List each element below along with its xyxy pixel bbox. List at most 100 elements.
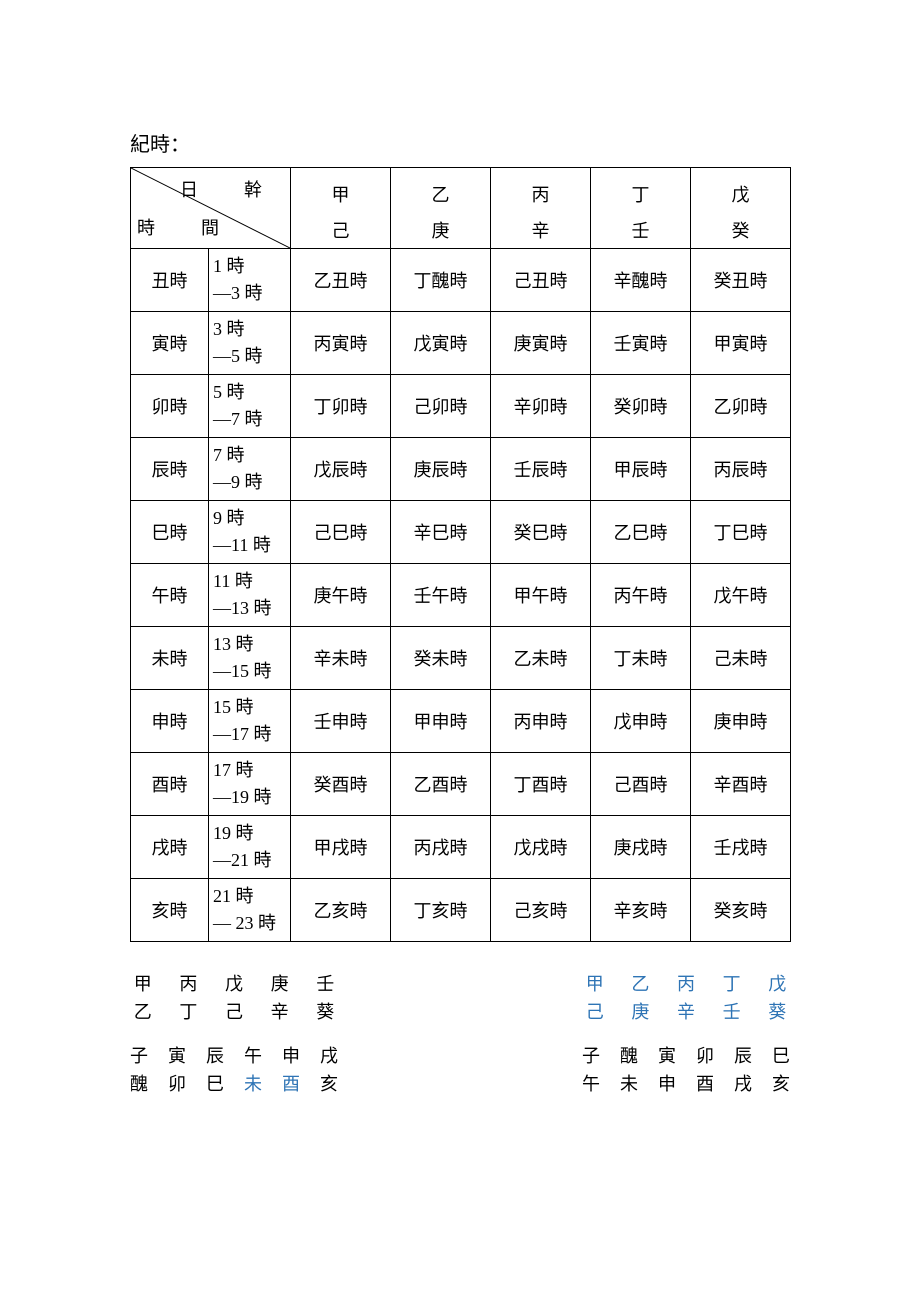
data-cell: 甲申時 xyxy=(391,690,491,753)
time-from: 1 時 xyxy=(213,249,290,280)
data-cell: 乙酉時 xyxy=(391,753,491,816)
char-cell: 丁 xyxy=(719,970,745,996)
time-range: 13 時—15 時 xyxy=(209,627,291,690)
time-from: 21 時 xyxy=(213,879,290,910)
time-to: —3 時 xyxy=(213,280,290,311)
char-cell: 壬 xyxy=(312,970,338,996)
data-cell: 己卯時 xyxy=(391,375,491,438)
time-from: 9 時 xyxy=(213,501,290,532)
char-cell: 辰 xyxy=(734,1042,752,1068)
data-cell: 癸丑時 xyxy=(691,249,791,312)
row-label: 寅時 xyxy=(131,312,209,375)
data-cell: 己酉時 xyxy=(591,753,691,816)
header-bottom-label: 時 間 xyxy=(137,214,233,240)
data-cell: 甲午時 xyxy=(491,564,591,627)
time-table: 日 幹 時 間 甲 己 乙 庚 丙 辛 丁 壬 戊 癸 xyxy=(130,167,791,942)
time-to: —19 時 xyxy=(213,784,290,815)
col-header-top: 戊 xyxy=(691,176,790,204)
char-cell: 卯 xyxy=(168,1070,186,1096)
char-cell: 丙 xyxy=(673,970,699,996)
col-header-bot: 己 xyxy=(291,204,390,240)
data-cell: 丁巳時 xyxy=(691,501,791,564)
bottom-lists: 甲丙戊庚壬乙丁己辛葵 子寅辰午申戌醜卯巳未酉亥 甲乙丙丁戊己庚辛壬葵 子醜寅卯辰… xyxy=(130,970,790,1096)
char-cell: 乙 xyxy=(628,970,654,996)
row-label: 辰時 xyxy=(131,438,209,501)
char-cell: 丙 xyxy=(176,970,202,996)
char-cell: 庚 xyxy=(267,970,293,996)
data-cell: 戊辰時 xyxy=(291,438,391,501)
table-row: 卯時5 時—7 時丁卯時己卯時辛卯時癸卯時乙卯時 xyxy=(131,375,791,438)
char-cell: 葵 xyxy=(764,998,790,1024)
table-row: 亥時21 時— 23 時乙亥時丁亥時己亥時辛亥時癸亥時 xyxy=(131,879,791,942)
data-cell: 壬寅時 xyxy=(591,312,691,375)
time-range: 1 時—3 時 xyxy=(209,249,291,312)
char-cell: 葵 xyxy=(312,998,338,1024)
table-row: 巳時9 時—11 時己巳時辛巳時癸巳時乙巳時丁巳時 xyxy=(131,501,791,564)
char-cell: 辰 xyxy=(206,1042,224,1068)
row-label: 酉時 xyxy=(131,753,209,816)
char-cell: 己 xyxy=(582,998,608,1024)
data-cell: 乙未時 xyxy=(491,627,591,690)
data-cell: 丙寅時 xyxy=(291,312,391,375)
time-from: 5 時 xyxy=(213,375,290,406)
data-cell: 丙戌時 xyxy=(391,816,491,879)
col-header: 丁 壬 xyxy=(591,168,691,249)
time-range: 3 時—5 時 xyxy=(209,312,291,375)
data-cell: 丁酉時 xyxy=(491,753,591,816)
time-range: 5 時—7 時 xyxy=(209,375,291,438)
char-cell: 午 xyxy=(244,1042,262,1068)
char-cell: 午 xyxy=(582,1070,600,1096)
time-range: 11 時—13 時 xyxy=(209,564,291,627)
data-cell: 辛巳時 xyxy=(391,501,491,564)
time-to: —7 時 xyxy=(213,406,290,437)
data-cell: 乙亥時 xyxy=(291,879,391,942)
data-cell: 甲寅時 xyxy=(691,312,791,375)
data-cell: 壬申時 xyxy=(291,690,391,753)
data-cell: 乙丑時 xyxy=(291,249,391,312)
branches-grid-right: 子醜寅卯辰巳午未申酉戌亥 xyxy=(582,1042,790,1096)
col-header-bot: 庚 xyxy=(391,204,490,240)
data-cell: 乙卯時 xyxy=(691,375,791,438)
time-to: —21 時 xyxy=(213,847,290,878)
time-from: 3 時 xyxy=(213,312,290,343)
page-title: 紀時： xyxy=(130,128,790,157)
data-cell: 丁未時 xyxy=(591,627,691,690)
char-cell: 戌 xyxy=(320,1042,338,1068)
row-label: 未時 xyxy=(131,627,209,690)
data-cell: 癸未時 xyxy=(391,627,491,690)
data-cell: 甲戌時 xyxy=(291,816,391,879)
table-row: 丑時1 時—3 時乙丑時丁醜時己丑時辛醜時癸丑時 xyxy=(131,249,791,312)
data-cell: 乙巳時 xyxy=(591,501,691,564)
table-row: 酉時17 時—19 時癸酉時乙酉時丁酉時己酉時辛酉時 xyxy=(131,753,791,816)
time-from: 19 時 xyxy=(213,816,290,847)
col-header: 丙 辛 xyxy=(491,168,591,249)
char-cell: 戊 xyxy=(221,970,247,996)
time-from: 13 時 xyxy=(213,627,290,658)
data-cell: 戊戌時 xyxy=(491,816,591,879)
row-label: 卯時 xyxy=(131,375,209,438)
char-cell: 子 xyxy=(582,1042,600,1068)
stems-grid-left: 甲丙戊庚壬乙丁己辛葵 xyxy=(130,970,338,1024)
time-range: 19 時—21 時 xyxy=(209,816,291,879)
row-label: 申時 xyxy=(131,690,209,753)
char-cell: 壬 xyxy=(719,998,745,1024)
data-cell: 辛未時 xyxy=(291,627,391,690)
char-cell: 甲 xyxy=(582,970,608,996)
data-cell: 戊午時 xyxy=(691,564,791,627)
data-cell: 丙申時 xyxy=(491,690,591,753)
char-cell: 亥 xyxy=(772,1070,790,1096)
data-cell: 癸亥時 xyxy=(691,879,791,942)
table-row: 戌時19 時—21 時甲戌時丙戌時戊戌時庚戌時壬戌時 xyxy=(131,816,791,879)
char-cell: 卯 xyxy=(696,1042,714,1068)
table-row: 辰時7 時—9 時戊辰時庚辰時壬辰時甲辰時丙辰時 xyxy=(131,438,791,501)
data-cell: 辛亥時 xyxy=(591,879,691,942)
time-to: —15 時 xyxy=(213,658,290,689)
char-cell: 甲 xyxy=(130,970,156,996)
data-cell: 甲辰時 xyxy=(591,438,691,501)
data-cell: 庚申時 xyxy=(691,690,791,753)
time-from: 17 時 xyxy=(213,753,290,784)
time-to: —13 時 xyxy=(213,595,290,626)
data-cell: 己丑時 xyxy=(491,249,591,312)
time-to: — 23 時 xyxy=(213,910,290,941)
time-range: 21 時— 23 時 xyxy=(209,879,291,942)
